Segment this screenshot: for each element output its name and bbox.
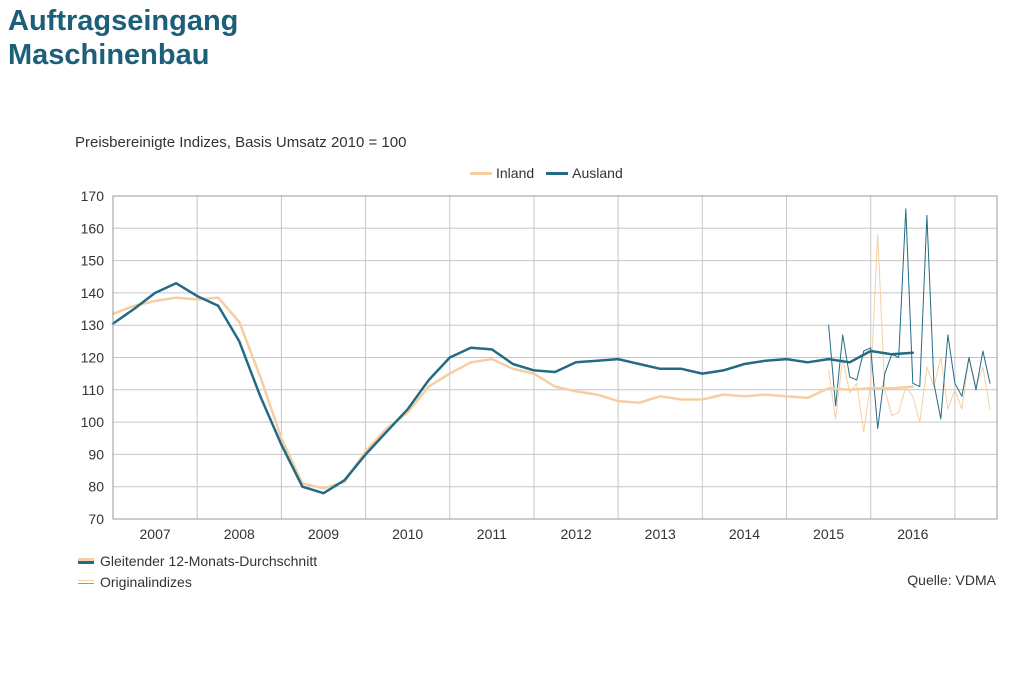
- x-tick-label: 2015: [813, 526, 844, 542]
- y-tick-label: 70: [88, 511, 104, 527]
- x-tick-label: 2016: [897, 526, 928, 542]
- x-tick-label: 2010: [392, 526, 423, 542]
- y-tick-label: 90: [88, 446, 104, 462]
- y-tick-label: 80: [88, 479, 104, 495]
- x-tick-label: 2014: [729, 526, 760, 542]
- legend-swatch-original: [78, 577, 94, 587]
- y-tick-label: 120: [81, 350, 105, 366]
- y-tick-label: 150: [81, 253, 105, 269]
- legend-label-smoothed: Gleitender 12-Monats-Durchschnitt: [100, 552, 318, 569]
- legend-label-inland: Inland: [496, 165, 535, 181]
- legend-item-smoothed: Gleitender 12-Monats-Durchschnitt: [78, 550, 317, 571]
- plot-frame: [112, 195, 998, 520]
- y-tick-label: 100: [81, 414, 105, 430]
- legend-swatch-ausland: [546, 171, 569, 175]
- x-tick-label: 2009: [308, 526, 339, 542]
- line-type-legend: Gleitender 12-Monats-Durchschnitt Origin…: [78, 550, 317, 592]
- x-tick-label: 2012: [560, 526, 591, 542]
- series-lines: [111, 208, 991, 495]
- y-tick-label: 130: [81, 317, 105, 333]
- legend-label-ausland: Ausland: [572, 165, 623, 181]
- y-tick-label: 110: [82, 382, 105, 398]
- chart-title: Auftragseingang Maschinenbau: [8, 4, 238, 72]
- chart-subtitle: Preisbereinigte Indizes, Basis Umsatz 20…: [75, 134, 407, 151]
- legend-item-inland: Inland: [470, 165, 534, 181]
- series-line-inland-original: [828, 234, 991, 433]
- legend-item-original: Originalindizes: [78, 571, 317, 592]
- x-tick-label: 2007: [140, 526, 171, 542]
- grid-lines: [113, 196, 997, 519]
- y-tick-label: 160: [81, 220, 105, 236]
- legend-swatch-inland: [470, 171, 492, 175]
- y-tick-label: 140: [81, 285, 105, 301]
- series-line-ausland-original: [828, 208, 991, 430]
- title-line-1: Auftragseingang: [8, 5, 239, 37]
- legend-swatch-smoothed: [78, 556, 94, 566]
- title-line-2: Maschinenbau: [8, 39, 210, 71]
- series-line-ausland-smoothed: [111, 281, 915, 495]
- x-tick-label: 2008: [224, 526, 255, 542]
- legend-label-original: Originalindizes: [100, 573, 192, 590]
- x-tick-label: 2011: [477, 526, 507, 542]
- series-line-inland-smoothed: [111, 296, 915, 490]
- legend-item-ausland: Ausland: [546, 165, 623, 181]
- y-tick-label: 170: [81, 188, 105, 204]
- x-axis-ticks: 2007 2008 2009 2010 2011 2012 2013 2014 2015 2016: [140, 526, 929, 542]
- source-note: Quelle: VDMA: [907, 572, 996, 588]
- x-tick-label: 2013: [645, 526, 676, 542]
- y-axis-ticks: 70 80 90 100 110 120 130 140 150 160 170: [81, 188, 105, 527]
- series-legend: Inland Ausland: [470, 165, 623, 181]
